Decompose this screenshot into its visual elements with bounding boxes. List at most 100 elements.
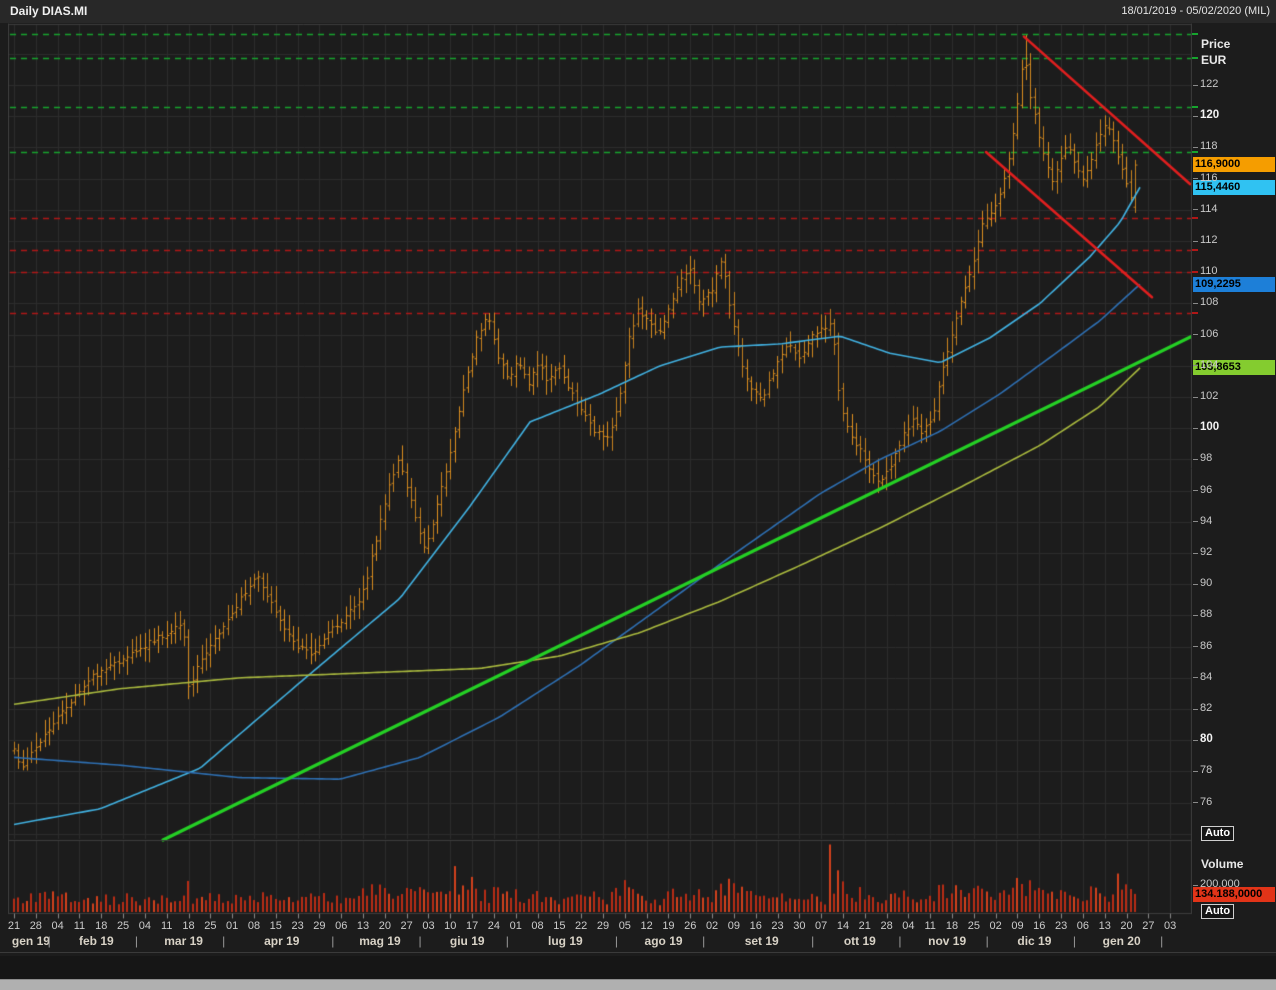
- day-tick-label: 28: [880, 920, 893, 932]
- month-label: gen 19: [11, 934, 50, 948]
- day-tick-label: 04: [902, 920, 915, 932]
- price-tick-mark: [1193, 84, 1198, 86]
- chart-area: Price EUR 116,9000 115,4460 109,2295 103…: [0, 23, 1276, 990]
- volume-axis-auto-button[interactable]: Auto: [1201, 904, 1235, 919]
- price-tick-mark: [1193, 521, 1198, 523]
- price-tick-label: 84: [1200, 670, 1213, 683]
- price-tick-label: 120: [1200, 109, 1220, 122]
- day-tick-label: 25: [967, 920, 980, 932]
- price-tick-mark: [1193, 490, 1198, 492]
- price-tick-label: 100: [1200, 421, 1220, 434]
- month-separator: |: [614, 934, 618, 948]
- price-axis: Price EUR 116,9000 115,4460 109,2295 103…: [1192, 23, 1276, 923]
- ma-mid-value-tag: 109,2295: [1193, 276, 1275, 292]
- day-tick-label: 02: [989, 920, 1002, 932]
- day-tick-label: 18: [95, 920, 108, 932]
- month-separator: |: [134, 934, 138, 948]
- month-label: lug 19: [548, 934, 583, 948]
- price-tick-label: 94: [1200, 514, 1213, 527]
- day-tick-label: 26: [684, 920, 697, 932]
- price-tick-mark: [1193, 115, 1198, 117]
- day-tick-label: 17: [465, 920, 479, 932]
- day-tick-label: 01: [226, 920, 239, 932]
- price-axis-currency: EUR: [1201, 53, 1227, 67]
- day-tick-label: 15: [553, 920, 566, 932]
- month-separator: |: [505, 934, 509, 948]
- day-tick-label: 04: [138, 920, 151, 932]
- volume-panel-title: Volume: [1201, 857, 1244, 871]
- price-tick-mark: [1193, 427, 1198, 429]
- month-separator: |: [1072, 934, 1077, 948]
- month-label: apr 19: [264, 934, 300, 948]
- ma-fast-value-tag: 115,4460: [1193, 179, 1275, 195]
- level-tick-mark: [1192, 57, 1198, 60]
- day-tick-label: 25: [204, 920, 217, 932]
- level-tick-mark: [1192, 216, 1198, 219]
- day-tick-label: 09: [727, 920, 740, 932]
- day-tick-label: 11: [160, 920, 173, 932]
- day-tick-label: 08: [247, 920, 261, 932]
- price-tick-mark: [1193, 365, 1198, 367]
- date-range-label: 18/01/2019 - 05/02/2020 (MIL): [1121, 5, 1270, 17]
- day-tick-label: 29: [596, 920, 610, 932]
- day-tick-label: 23: [291, 920, 304, 932]
- price-tick-label: 90: [1200, 577, 1213, 590]
- month-label: ott 19: [843, 934, 876, 948]
- x-axis-border: [0, 952, 1276, 953]
- day-tick-label: 12: [640, 920, 653, 932]
- level-tick-mark: [1192, 151, 1198, 154]
- month-label: mar 19: [164, 934, 203, 948]
- last-price-tag: 116,9000: [1193, 157, 1275, 173]
- price-tick-mark: [1193, 552, 1198, 554]
- day-tick-label: 07: [815, 920, 828, 932]
- month-label: feb 19: [79, 934, 114, 948]
- price-tick-mark: [1193, 146, 1198, 148]
- month-separator: |: [811, 934, 815, 948]
- price-tick-mark: [1193, 646, 1198, 648]
- window-title-bar: Daily DIAS.MI 18/01/2019 - 05/02/2020 (M…: [0, 0, 1276, 24]
- price-tick-label: 104: [1200, 358, 1219, 371]
- price-tick-mark: [1193, 302, 1198, 304]
- price-tick-mark: [1193, 458, 1198, 460]
- price-tick-mark: [1193, 770, 1198, 772]
- day-tick-label: 13: [1098, 920, 1111, 932]
- day-tick-label: 20: [1120, 920, 1133, 932]
- month-label: dic 19: [1017, 934, 1052, 948]
- price-tick-mark: [1193, 739, 1198, 741]
- price-axis-auto-button[interactable]: Auto: [1201, 826, 1235, 841]
- volume-value-tag: 134.188,0000: [1193, 886, 1275, 902]
- day-tick-label: 29: [313, 920, 326, 932]
- price-volume-chart-canvas[interactable]: [8, 23, 1192, 920]
- level-tick-mark: [1192, 311, 1198, 314]
- x-axis-month-labels: gen 19 | feb 19 | mar 19 | apr 19 | mag 19 | giu 1…: [0, 934, 1192, 950]
- price-tick-label: 76: [1200, 795, 1213, 808]
- day-tick-label: 30: [793, 920, 806, 932]
- month-separator: |: [418, 934, 422, 948]
- price-tick-label: 92: [1200, 546, 1213, 558]
- day-tick-label: 03: [1164, 920, 1177, 932]
- month-separator: |: [47, 934, 51, 948]
- day-tick-label: 25: [116, 920, 130, 932]
- price-tick-label: 86: [1200, 639, 1213, 652]
- day-tick-label: 11: [73, 920, 86, 932]
- day-tick-label: 09: [1011, 920, 1024, 932]
- level-tick-mark: [1192, 271, 1198, 274]
- price-tick-label: 88: [1200, 608, 1213, 621]
- level-tick-mark: [1192, 249, 1198, 252]
- level-tick-mark: [1192, 105, 1198, 108]
- month-label: mag 19: [359, 934, 401, 948]
- month-label: ago 19: [644, 934, 683, 948]
- price-tick-label: 108: [1200, 296, 1219, 309]
- month-separator: |: [1160, 934, 1164, 948]
- price-tick-label: 112: [1200, 234, 1218, 246]
- price-tick-label: 122: [1200, 78, 1219, 90]
- day-tick-label: 27: [1142, 920, 1155, 932]
- day-tick-label: 20: [378, 920, 391, 932]
- price-tick-mark: [1193, 583, 1198, 585]
- day-tick-label: 28: [29, 920, 42, 932]
- month-separator: |: [331, 934, 335, 948]
- price-tick-mark: [1193, 802, 1198, 804]
- day-tick-label: 04: [51, 920, 64, 932]
- day-tick-label: 18: [945, 920, 959, 932]
- day-tick-label: 01: [509, 920, 522, 932]
